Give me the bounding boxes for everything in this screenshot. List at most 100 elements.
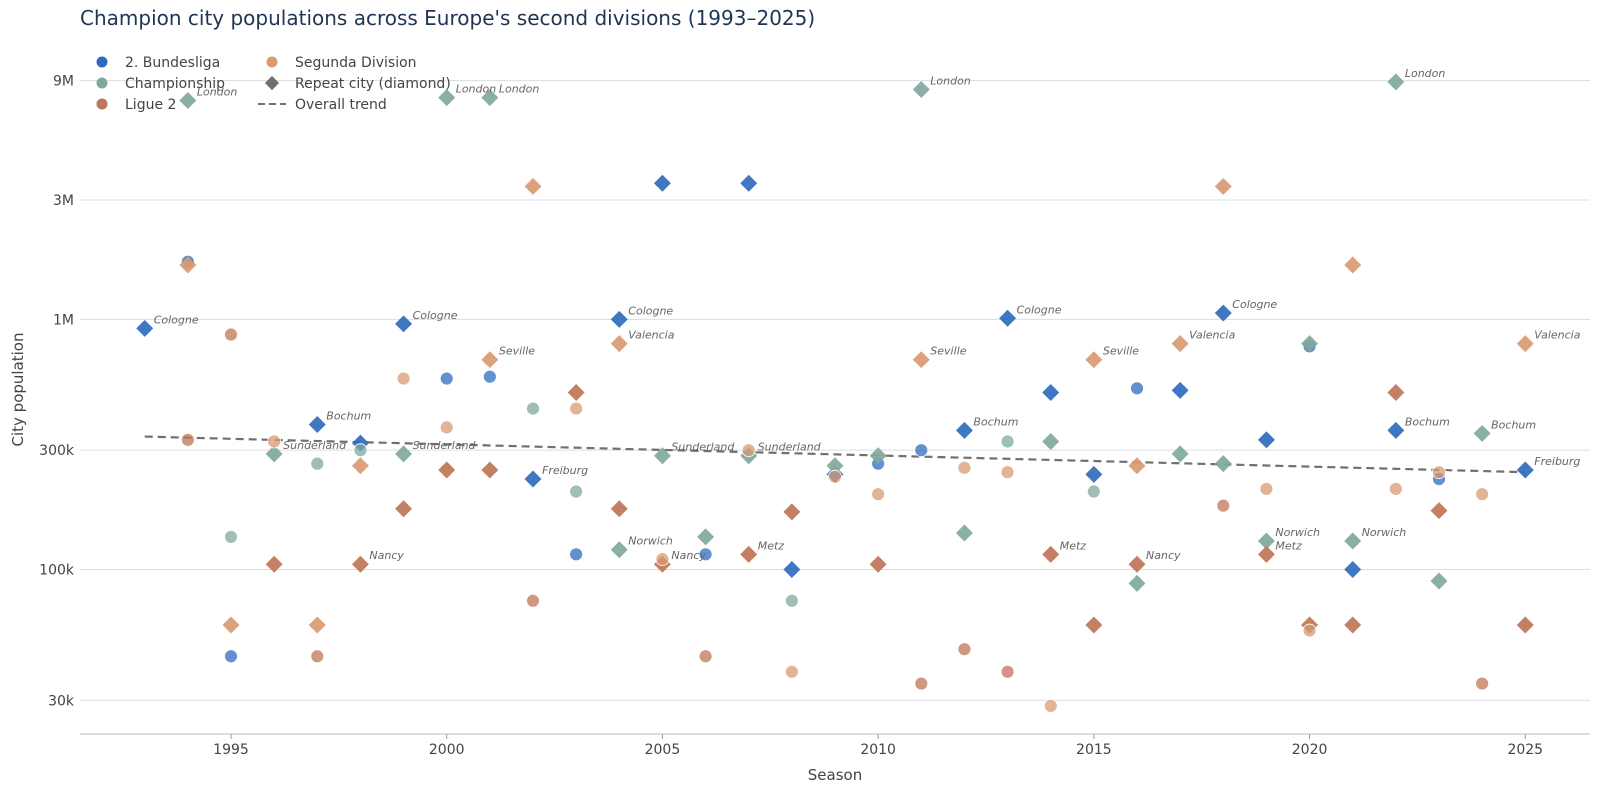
legend-marker bbox=[96, 98, 108, 110]
data-point-circle bbox=[1086, 484, 1101, 499]
data-point-diamond bbox=[351, 457, 369, 475]
data-point-circle bbox=[526, 593, 540, 608]
data-point-circle bbox=[569, 401, 584, 416]
data-point-circle bbox=[1000, 465, 1015, 480]
point-label: Metz bbox=[1275, 539, 1302, 552]
point-label: Nancy bbox=[671, 549, 706, 562]
data-point-circle bbox=[828, 469, 842, 484]
data-point-diamond bbox=[653, 174, 671, 192]
data-point-circle bbox=[957, 460, 972, 475]
y-axis-title: City population bbox=[9, 333, 27, 447]
data-point-circle bbox=[784, 593, 799, 608]
data-point-circle bbox=[224, 530, 238, 544]
data-point-diamond bbox=[308, 416, 326, 433]
chart-title: Champion city populations across Europe'… bbox=[80, 6, 816, 30]
point-label: Seville bbox=[930, 345, 966, 358]
y-tick-label: 100k bbox=[39, 563, 75, 579]
point-label: Bochum bbox=[326, 409, 371, 422]
x-tick-label: 2020 bbox=[1292, 742, 1328, 758]
point-label: Nancy bbox=[369, 549, 404, 562]
point-label: Sunderland bbox=[413, 439, 477, 452]
legend-label: Championship bbox=[125, 76, 225, 92]
data-point-diamond bbox=[740, 545, 758, 563]
data-point-diamond bbox=[610, 500, 628, 518]
x-axis-title: Season bbox=[808, 766, 862, 784]
data-point-diamond bbox=[524, 470, 542, 488]
point-label: Valencia bbox=[628, 329, 674, 342]
data-point-circle bbox=[1475, 487, 1490, 502]
legend-label: Ligue 2 bbox=[125, 97, 176, 113]
data-point-diamond bbox=[1128, 574, 1146, 592]
points-layer bbox=[136, 73, 1534, 713]
point-label: Sunderland bbox=[671, 441, 735, 454]
y-tick-label: 300k bbox=[39, 443, 75, 459]
data-point-diamond bbox=[1042, 432, 1060, 450]
data-point-diamond bbox=[1344, 561, 1362, 579]
y-tick-label: 1M bbox=[53, 312, 74, 328]
legend-marker bbox=[96, 77, 108, 89]
data-point-diamond bbox=[136, 319, 154, 337]
point-label: Norwich bbox=[1275, 526, 1320, 539]
y-tick-label: 30k bbox=[48, 693, 75, 709]
data-point-diamond bbox=[1430, 502, 1448, 520]
point-label: Norwich bbox=[628, 535, 673, 548]
legend-marker bbox=[266, 56, 278, 68]
data-point-diamond bbox=[1085, 351, 1103, 369]
data-point-diamond bbox=[524, 177, 542, 195]
data-point-circle bbox=[180, 432, 195, 447]
data-point-circle bbox=[439, 420, 454, 435]
data-point-diamond bbox=[1042, 545, 1060, 563]
x-tick-label: 2015 bbox=[1076, 742, 1112, 758]
point-label: Valencia bbox=[1189, 329, 1235, 342]
data-point-diamond bbox=[826, 457, 844, 475]
data-point-diamond bbox=[1344, 256, 1362, 274]
data-point-circle bbox=[784, 664, 799, 679]
point-label: Bochum bbox=[1491, 418, 1536, 431]
point-label: London bbox=[930, 74, 971, 87]
data-point-circle bbox=[1130, 381, 1144, 396]
data-point-circle bbox=[224, 327, 238, 342]
point-label: Sunderland bbox=[758, 441, 822, 454]
data-point-diamond bbox=[351, 555, 369, 573]
point-label: Bochum bbox=[973, 415, 1018, 428]
y-tick-label: 3M bbox=[53, 193, 74, 209]
data-point-circle bbox=[1475, 676, 1490, 691]
point-label: Valencia bbox=[1534, 329, 1580, 342]
data-point-circle bbox=[310, 456, 325, 471]
data-point-diamond bbox=[1171, 445, 1189, 463]
trend-line bbox=[144, 435, 1526, 474]
data-point-diamond bbox=[912, 351, 930, 369]
data-point-diamond bbox=[955, 421, 973, 439]
data-point-circle bbox=[1388, 482, 1403, 496]
data-point-diamond bbox=[1128, 555, 1146, 573]
point-label: Metz bbox=[1060, 539, 1087, 552]
data-point-diamond bbox=[1473, 424, 1491, 442]
data-point-diamond bbox=[567, 384, 585, 402]
point-label: London bbox=[1405, 67, 1446, 80]
data-point-circle bbox=[1259, 482, 1274, 496]
data-point-diamond bbox=[912, 80, 930, 98]
point-label: Freiburg bbox=[542, 464, 588, 477]
data-point-circle bbox=[526, 401, 540, 416]
data-point-diamond bbox=[1387, 421, 1405, 439]
data-point-circle bbox=[957, 642, 972, 657]
legend-label: Segunda Division bbox=[295, 55, 417, 71]
data-point-diamond bbox=[1344, 532, 1362, 550]
x-tick-label: 1995 bbox=[213, 742, 249, 758]
data-point-diamond bbox=[697, 528, 715, 546]
legend-marker bbox=[96, 56, 108, 68]
point-label: London bbox=[197, 85, 238, 98]
data-point-diamond bbox=[1085, 465, 1103, 483]
point-label: Cologne bbox=[628, 304, 673, 317]
data-point-circle bbox=[439, 371, 454, 386]
data-point-diamond bbox=[999, 309, 1017, 327]
data-point-diamond bbox=[395, 445, 413, 463]
data-point-circle bbox=[914, 676, 929, 691]
data-point-diamond bbox=[1171, 335, 1189, 353]
data-point-diamond bbox=[869, 555, 887, 573]
data-point-diamond bbox=[1171, 381, 1189, 399]
data-point-circle bbox=[1216, 498, 1231, 513]
y-tick-label: 9M bbox=[53, 74, 74, 90]
data-point-diamond bbox=[438, 89, 456, 107]
